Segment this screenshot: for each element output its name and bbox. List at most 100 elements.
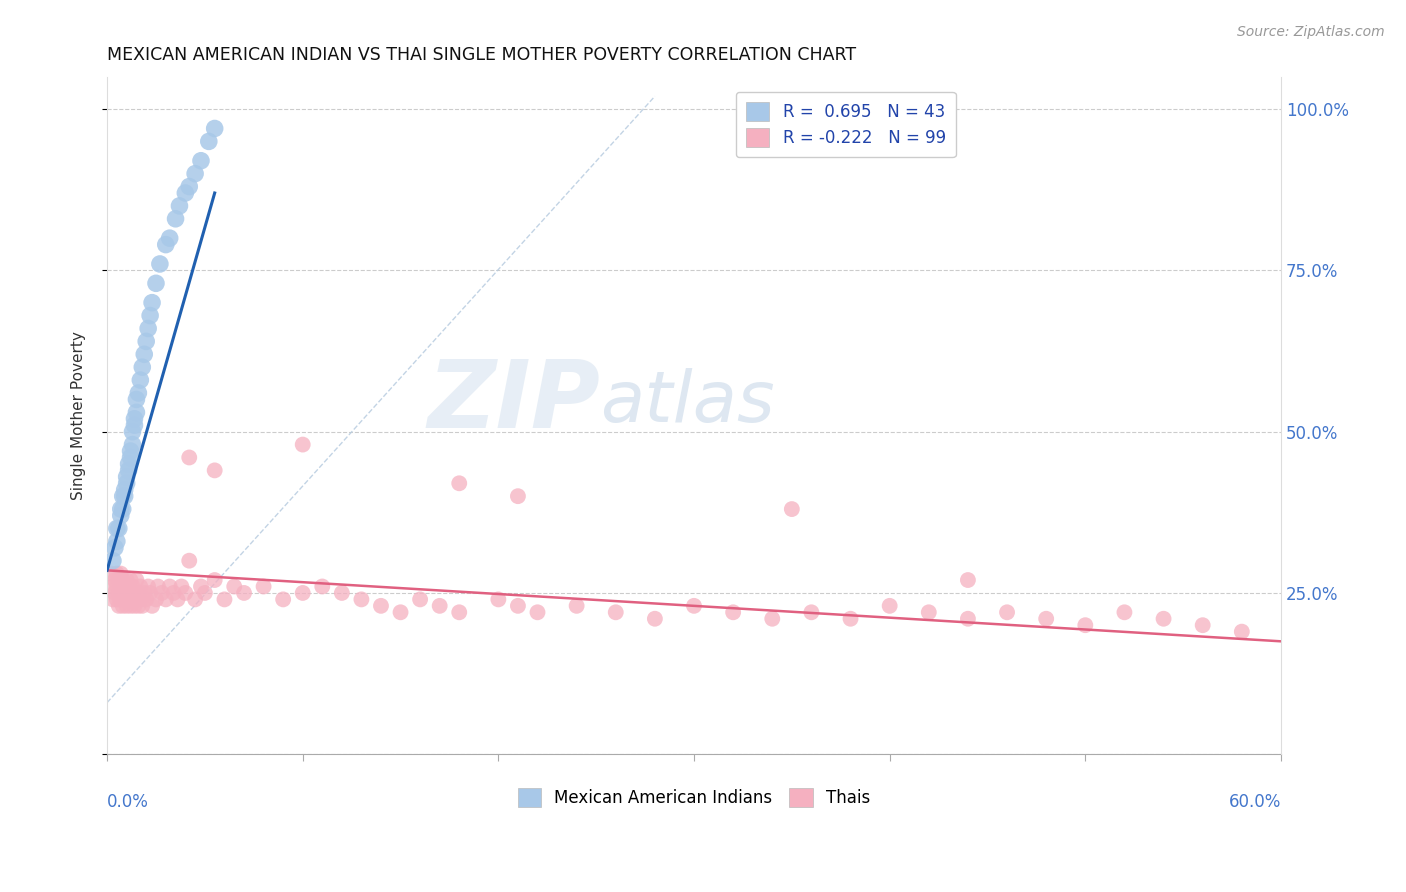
- Point: [683, 599, 706, 613]
- Point: [117, 457, 139, 471]
- Point: [956, 573, 979, 587]
- Point: [198, 135, 221, 149]
- Point: [125, 573, 148, 587]
- Point: [145, 592, 167, 607]
- Point: [114, 592, 136, 607]
- Point: [105, 580, 128, 594]
- Point: [135, 592, 157, 607]
- Point: [179, 554, 201, 568]
- Point: [184, 167, 207, 181]
- Point: [125, 405, 148, 419]
- Text: ZIP: ZIP: [427, 356, 600, 448]
- Point: [129, 373, 152, 387]
- Point: [120, 444, 142, 458]
- Point: [110, 592, 132, 607]
- Point: [149, 257, 172, 271]
- Point: [129, 580, 152, 594]
- Point: [139, 586, 162, 600]
- Point: [291, 437, 314, 451]
- Point: [108, 521, 131, 535]
- Point: [644, 612, 666, 626]
- Point: [134, 586, 156, 600]
- Point: [184, 592, 207, 607]
- Point: [389, 605, 412, 619]
- Point: [879, 599, 901, 613]
- Point: [370, 599, 392, 613]
- Point: [111, 489, 134, 503]
- Point: [121, 580, 143, 594]
- Point: [155, 237, 177, 252]
- Point: [134, 347, 156, 361]
- Point: [127, 386, 149, 401]
- Point: [115, 470, 138, 484]
- Text: atlas: atlas: [600, 368, 775, 436]
- Point: [190, 153, 212, 168]
- Point: [124, 418, 146, 433]
- Point: [429, 599, 451, 613]
- Point: [271, 592, 294, 607]
- Point: [1035, 612, 1057, 626]
- Point: [1230, 624, 1253, 639]
- Point: [1114, 605, 1136, 619]
- Point: [120, 599, 142, 613]
- Point: [111, 599, 134, 613]
- Point: [166, 592, 188, 607]
- Point: [170, 580, 193, 594]
- Point: [174, 586, 197, 600]
- Point: [104, 573, 127, 587]
- Point: [105, 521, 128, 535]
- Point: [125, 592, 148, 607]
- Point: [104, 541, 127, 555]
- Point: [101, 554, 124, 568]
- Point: [114, 489, 136, 503]
- Text: Source: ZipAtlas.com: Source: ZipAtlas.com: [1237, 25, 1385, 39]
- Point: [117, 463, 139, 477]
- Point: [115, 573, 138, 587]
- Point: [131, 360, 153, 375]
- Point: [108, 586, 131, 600]
- Point: [141, 295, 163, 310]
- Point: [800, 605, 823, 619]
- Point: [111, 502, 134, 516]
- Point: [131, 599, 153, 613]
- Point: [233, 586, 256, 600]
- Point: [110, 566, 132, 581]
- Point: [162, 586, 184, 600]
- Text: MEXICAN AMERICAN INDIAN VS THAI SINGLE MOTHER POVERTY CORRELATION CHART: MEXICAN AMERICAN INDIAN VS THAI SINGLE M…: [107, 46, 856, 64]
- Point: [409, 592, 432, 607]
- Point: [506, 489, 529, 503]
- Point: [146, 580, 169, 594]
- Point: [526, 605, 548, 619]
- Point: [918, 605, 941, 619]
- Point: [139, 309, 162, 323]
- Point: [449, 605, 471, 619]
- Point: [121, 592, 143, 607]
- Point: [136, 580, 159, 594]
- Point: [224, 580, 246, 594]
- Point: [127, 586, 149, 600]
- Point: [101, 580, 124, 594]
- Point: [115, 599, 138, 613]
- Point: [124, 411, 146, 425]
- Point: [115, 586, 138, 600]
- Point: [174, 186, 197, 200]
- Point: [252, 580, 274, 594]
- Point: [111, 573, 134, 587]
- Point: [101, 592, 124, 607]
- Point: [100, 566, 122, 581]
- Point: [449, 476, 471, 491]
- Point: [127, 599, 149, 613]
- Point: [111, 586, 134, 600]
- Point: [350, 592, 373, 607]
- Point: [150, 586, 173, 600]
- Point: [995, 605, 1018, 619]
- Point: [117, 592, 139, 607]
- Point: [179, 179, 201, 194]
- Point: [190, 580, 212, 594]
- Point: [956, 612, 979, 626]
- Point: [121, 425, 143, 439]
- Point: [125, 392, 148, 407]
- Point: [120, 586, 142, 600]
- Point: [105, 534, 128, 549]
- Point: [129, 592, 152, 607]
